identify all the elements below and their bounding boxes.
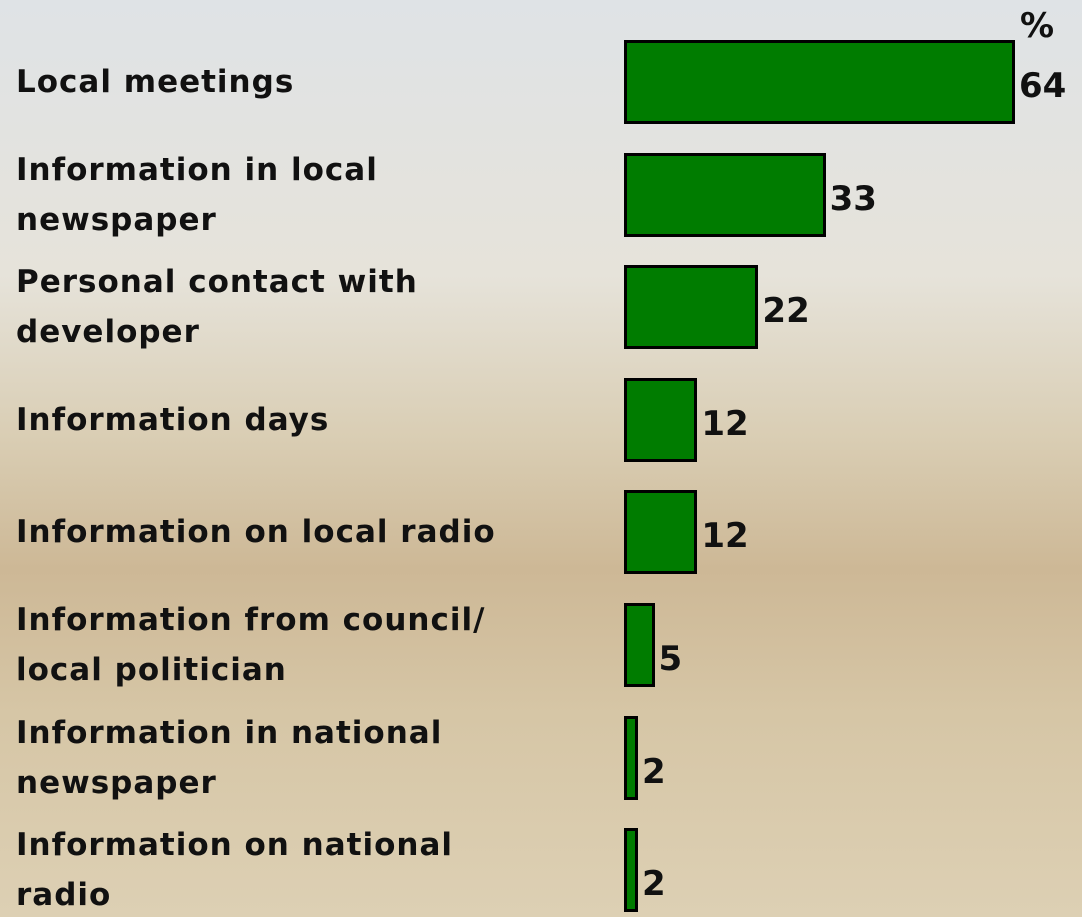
value-label: 12 [701,516,748,556]
bar [624,265,758,349]
value-label: 2 [642,864,666,904]
category-label: Local meetings [16,57,616,107]
bar [624,603,655,687]
value-label: 33 [830,179,877,219]
bar [624,490,697,574]
value-label: 64 [1019,66,1066,106]
category-label: Information in national newspaper [16,708,616,808]
category-label: Personal contact with developer [16,257,616,357]
category-label: Information on local radio [16,507,616,557]
category-label: Information on national radio [16,820,616,917]
bar [624,828,638,912]
unit-label: % [1020,6,1054,46]
category-label: Information days [16,395,616,445]
bar [624,716,638,800]
chart: % Local meetings 64 Information in local n… [0,0,1082,917]
value-label: 22 [762,291,809,331]
value-label: 12 [701,404,748,444]
bar [624,378,697,462]
category-label: Information from council/ local politici… [16,595,616,695]
bar [624,153,826,237]
value-label: 5 [659,639,683,679]
bar [624,40,1015,124]
value-label: 2 [642,752,666,792]
category-label: Information in local newspaper [16,145,616,245]
